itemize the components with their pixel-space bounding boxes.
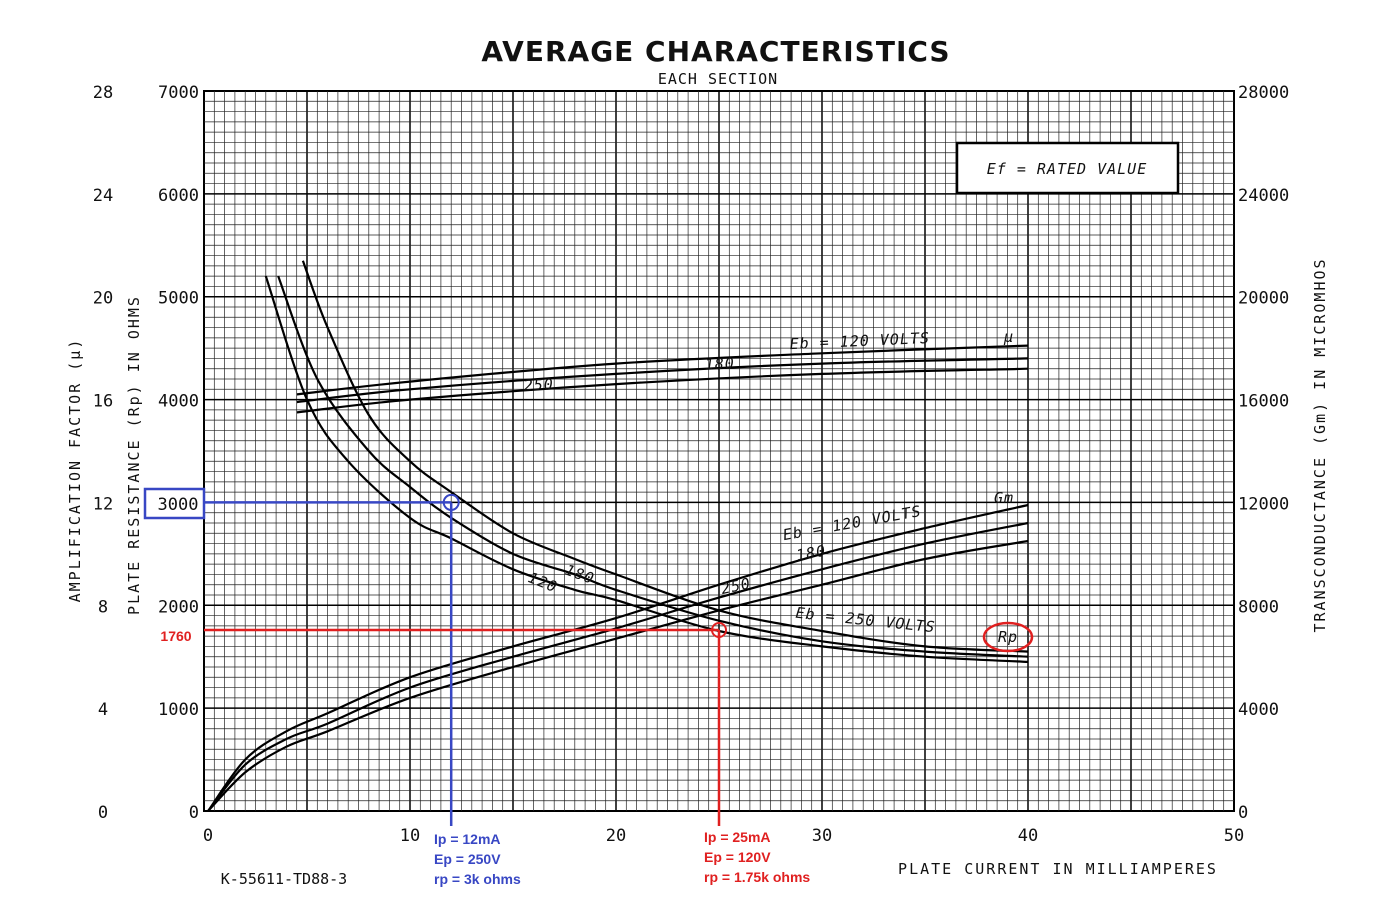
series-gm-eb-180v — [207, 521, 1029, 812]
legend-text: Ef = RATED VALUE — [987, 160, 1148, 178]
series-mu-eb-180v — [296, 357, 1029, 404]
rp-tick-label: 5000 — [158, 289, 199, 309]
rp-tick-label: 7000 — [158, 83, 199, 103]
gm-axis-label: TRANSCONDUCTANCE (Gm) IN MICROMHOS — [1311, 257, 1329, 632]
series-mu-eb-250v — [296, 367, 1029, 414]
blue-marker-circle — [442, 493, 460, 511]
rp-tick-label: 2000 — [158, 597, 199, 617]
x-axis-label: PLATE CURRENT IN MILLIAMPERES — [898, 860, 1218, 878]
gm-tick-label: 24000 — [1238, 186, 1289, 206]
rp-tick-label: 1000 — [158, 700, 199, 720]
label-rp-tag: Rp — [998, 628, 1018, 646]
red-marker-circle — [711, 621, 727, 638]
x-tick-label: 20 — [606, 826, 626, 846]
rp-tick-label: 4000 — [158, 392, 199, 412]
label-gm-250: 250 — [719, 574, 752, 598]
blue-value-box — [143, 487, 206, 520]
x-tick-label: 50 — [1224, 826, 1244, 846]
chart-subtitle: EACH SECTION — [658, 70, 778, 88]
gm-tick-label: 0 — [1238, 803, 1248, 823]
series-rp-eb-120v — [264, 275, 1029, 663]
mu-axis-label: AMPLIFICATION FACTOR (μ) — [66, 338, 84, 603]
gm-tick-label: 4000 — [1238, 700, 1279, 720]
gm-tick-label: 20000 — [1238, 289, 1289, 309]
rp-tag-circle — [982, 621, 1034, 653]
mu-tick-label: 0 — [98, 803, 108, 823]
blue-note-line-2: Ep = 250V — [434, 851, 501, 867]
gm-tick-label: 16000 — [1238, 392, 1289, 412]
mu-tick-label: 24 — [93, 186, 113, 206]
x-tick-label: 40 — [1018, 826, 1038, 846]
chart-title: AVERAGE CHARACTERISTICS — [481, 35, 950, 68]
gm-tick-label: 8000 — [1238, 597, 1279, 617]
blue-note-line-1: Ip = 12mA — [434, 831, 501, 847]
gm-tick-label: 28000 — [1238, 83, 1289, 103]
mu-tick-label: 4 — [98, 700, 108, 720]
series-mu-eb-120v — [296, 344, 1029, 396]
blue-note-line-3: rp = 3k ohms — [434, 871, 521, 887]
red-note-line-1: Ip = 25mA — [704, 829, 771, 845]
label-mu-180: 180 — [704, 354, 735, 373]
label-mu-250: 250 — [523, 375, 554, 394]
legend-box: Ef = RATED VALUE — [955, 141, 1180, 195]
blue-value-label: 3000 — [158, 495, 199, 515]
mu-tick-label: 28 — [93, 83, 113, 103]
series-gm-eb-120v — [207, 503, 1029, 812]
curves — [207, 260, 1029, 812]
x-tick-label: 10 — [400, 826, 420, 846]
series-rp-eb-180v — [277, 275, 1029, 658]
gm-tick-label: 12000 — [1238, 494, 1289, 514]
part-number: K-55611-TD88-3 — [221, 870, 347, 888]
rp-tick-label: 6000 — [158, 186, 199, 206]
mu-tick-label: 12 — [93, 494, 113, 514]
mu-tick-label: 8 — [98, 597, 108, 617]
label-gm-tag: Gm — [994, 489, 1014, 507]
x-tick-label: 0 — [203, 826, 213, 846]
red-note-line-2: Ep = 120V — [704, 849, 771, 865]
label-gm-180: 180 — [795, 542, 828, 565]
x-tick-label: 30 — [812, 826, 832, 846]
red-value-label: 1760 — [160, 628, 191, 644]
series-gm-eb-250v — [207, 539, 1029, 812]
axis-ticks: 0 10 20 30 40 50 0 1000 2000 4000 5000 6000 7000 0 4 8 1… — [93, 83, 1289, 846]
mu-tick-label: 20 — [93, 289, 113, 309]
rp-tick-label: 0 — [189, 803, 199, 823]
red-note-line-3: rp = 1.75k ohms — [704, 869, 810, 885]
mu-tick-label: 16 — [93, 392, 113, 412]
series-rp-eb-250v — [301, 260, 1029, 653]
rp-axis-label: PLATE RESISTANCE (Rp) IN OHMS — [125, 295, 143, 615]
annotations: 3000 1760 Ip = 12mA Ep = 250V rp = 3k oh… — [143, 487, 1034, 887]
label-mu-tag: μ — [1003, 328, 1014, 346]
